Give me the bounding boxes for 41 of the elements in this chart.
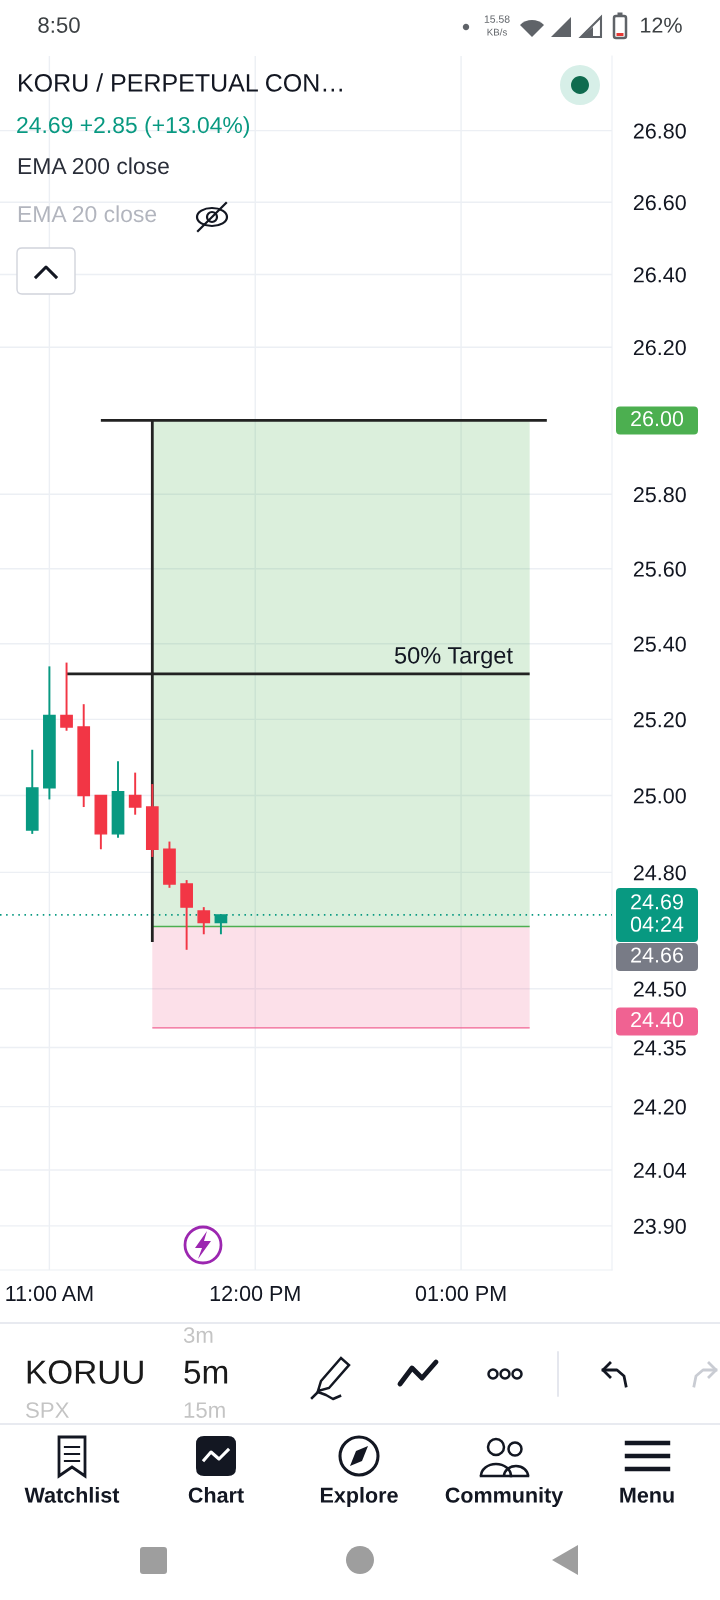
text: 15m: [184, 1402, 225, 1418]
y-tick-label: 25.40: [633, 636, 686, 652]
annotation: 50% Target: [394, 646, 513, 669]
text: Menu: [620, 1487, 674, 1503]
text: 3m: [183, 1327, 213, 1343]
text: SPX: [26, 1402, 69, 1418]
text: Explore: [320, 1486, 398, 1508]
text: 8:50: [38, 17, 80, 33]
x-tick-label: 12:00 PM: [210, 1285, 300, 1302]
y-tick-label: 26.60: [633, 195, 686, 211]
annotation: EMA 200 close: [18, 157, 169, 175]
ref-line-label: 24.69 04:24: [630, 894, 684, 932]
x-tick-label: 11:00 AM: [6, 1285, 93, 1302]
y-tick-label: 24.80: [633, 865, 686, 881]
text: 5m: [184, 1360, 228, 1384]
y-tick-label: 26.80: [633, 123, 686, 139]
text: Chart: [188, 1486, 244, 1503]
y-tick-label: 24.35: [633, 1040, 686, 1056]
text: 24.69 +2.85 (+13.04%): [17, 116, 250, 138]
y-tick-label: 26.40: [633, 267, 686, 283]
text: 15.58: [484, 15, 510, 23]
y-tick-label: 24.20: [633, 1099, 686, 1115]
text: 12%: [641, 17, 682, 33]
text: KORU / PERPETUAL CON…: [19, 73, 342, 92]
text: 26.00: [631, 411, 684, 427]
y-tick-label: 24.04: [633, 1162, 687, 1179]
text: 24.66: [631, 947, 683, 963]
text: Community: [445, 1486, 564, 1508]
y-tick-label: 25.80: [633, 487, 686, 503]
y-tick-label: 24.50: [633, 981, 686, 997]
text: Watchlist: [24, 1486, 120, 1503]
y-tick-label: 23.90: [633, 1218, 686, 1234]
x-tick-label: 01:00 PM: [415, 1285, 506, 1302]
y-tick-label: 25.20: [633, 712, 686, 728]
text: KORUU: [27, 1360, 143, 1384]
y-tick-label: 25.60: [633, 561, 686, 577]
y-tick-label: 26.20: [633, 339, 686, 356]
annotation: EMA 20 close: [18, 205, 157, 223]
text: 24.40: [631, 1012, 684, 1028]
text: KB/s: [487, 28, 507, 36]
y-tick-label: 25.00: [633, 788, 686, 804]
